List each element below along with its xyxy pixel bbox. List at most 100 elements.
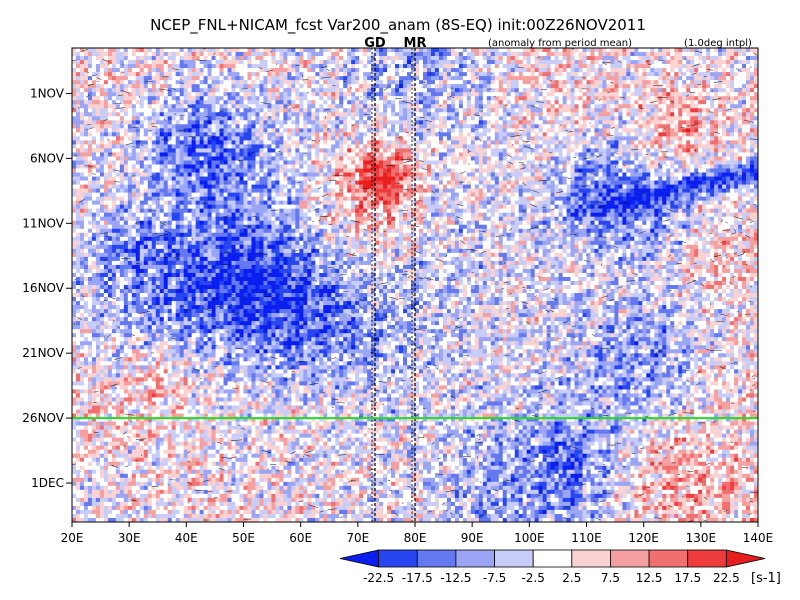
field-cell [359, 124, 363, 128]
field-cell [491, 112, 495, 116]
field-cell [427, 152, 431, 156]
field-cell [128, 116, 132, 120]
field-cell [347, 72, 351, 76]
field-cell [495, 52, 499, 56]
field-cell [682, 152, 686, 156]
field-cell [88, 156, 92, 160]
field-cell [415, 100, 419, 104]
field-cell [327, 64, 331, 68]
field-cell [391, 128, 395, 132]
field-cell [702, 92, 706, 96]
field-cell [439, 156, 443, 160]
field-cell [391, 100, 395, 104]
field-cell [535, 68, 539, 72]
field-cell [275, 104, 279, 108]
field-cell [726, 56, 730, 60]
field-cell [706, 120, 710, 124]
field-cell [646, 76, 650, 80]
field-cell [247, 132, 251, 136]
field-cell [212, 88, 216, 92]
field-cell [714, 144, 718, 148]
field-cell [451, 60, 455, 64]
field-cell [331, 48, 335, 52]
field-cell [463, 160, 467, 164]
field-cell [263, 152, 267, 156]
field-cell [602, 68, 606, 72]
field-cell [379, 100, 383, 104]
field-cell [634, 152, 638, 156]
field-cell [590, 104, 594, 108]
field-cell [287, 100, 291, 104]
field-cell [431, 72, 435, 76]
field-cell [367, 140, 371, 144]
field-cell [431, 100, 435, 104]
field-cell [244, 112, 248, 116]
field-cell [463, 72, 467, 76]
field-cell [463, 68, 467, 72]
field-cell [487, 156, 491, 160]
field-cell [307, 80, 311, 84]
field-cell [559, 80, 563, 84]
field-cell [467, 52, 471, 56]
field-cell [730, 112, 734, 116]
field-cell [331, 120, 335, 124]
field-cell [407, 156, 411, 160]
field-cell [551, 76, 555, 80]
field-cell [483, 156, 487, 160]
field-cell [291, 100, 295, 104]
field-cell [694, 92, 698, 96]
field-cell [622, 96, 626, 100]
field-cell [395, 60, 399, 64]
field-cell [531, 48, 535, 52]
field-cell [188, 128, 192, 132]
field-cell [112, 100, 116, 104]
field-cell [88, 56, 92, 60]
field-cell [447, 132, 451, 136]
field-cell [259, 108, 263, 112]
field-cell [483, 68, 487, 72]
field-cell [638, 48, 642, 52]
field-cell [128, 68, 132, 72]
field-cell [682, 112, 686, 116]
field-cell [299, 92, 303, 96]
field-cell [291, 48, 295, 52]
field-cell [208, 84, 212, 88]
field-cell [594, 132, 598, 136]
field-cell [555, 140, 559, 144]
field-cell [359, 160, 363, 164]
field-cell [626, 72, 630, 76]
field-cell [383, 84, 387, 88]
field-cell [718, 156, 722, 160]
field-cell [196, 104, 200, 108]
field-cell [678, 140, 682, 144]
field-cell [295, 108, 299, 112]
field-cell [463, 88, 467, 92]
field-cell [463, 100, 467, 104]
field-cell [208, 152, 212, 156]
field-cell [698, 132, 702, 136]
field-cell [212, 84, 216, 88]
field-cell [702, 152, 706, 156]
field-cell [351, 64, 355, 68]
field-cell [634, 60, 638, 64]
field-cell [698, 64, 702, 68]
field-cell [686, 124, 690, 128]
field-cell [244, 132, 248, 136]
field-cell [255, 132, 259, 136]
field-cell [224, 64, 228, 68]
field-cell [148, 56, 152, 60]
field-cell [236, 60, 240, 64]
field-cell [734, 120, 738, 124]
field-cell [347, 120, 351, 124]
field-cell [670, 120, 674, 124]
field-cell [539, 128, 543, 132]
field-cell [495, 156, 499, 160]
field-cell [383, 140, 387, 144]
field-cell [742, 124, 746, 128]
field-cell [447, 116, 451, 120]
field-cell [176, 100, 180, 104]
field-cell [196, 64, 200, 68]
field-cell [232, 56, 236, 60]
field-cell [204, 136, 208, 140]
field-cell [120, 64, 124, 68]
